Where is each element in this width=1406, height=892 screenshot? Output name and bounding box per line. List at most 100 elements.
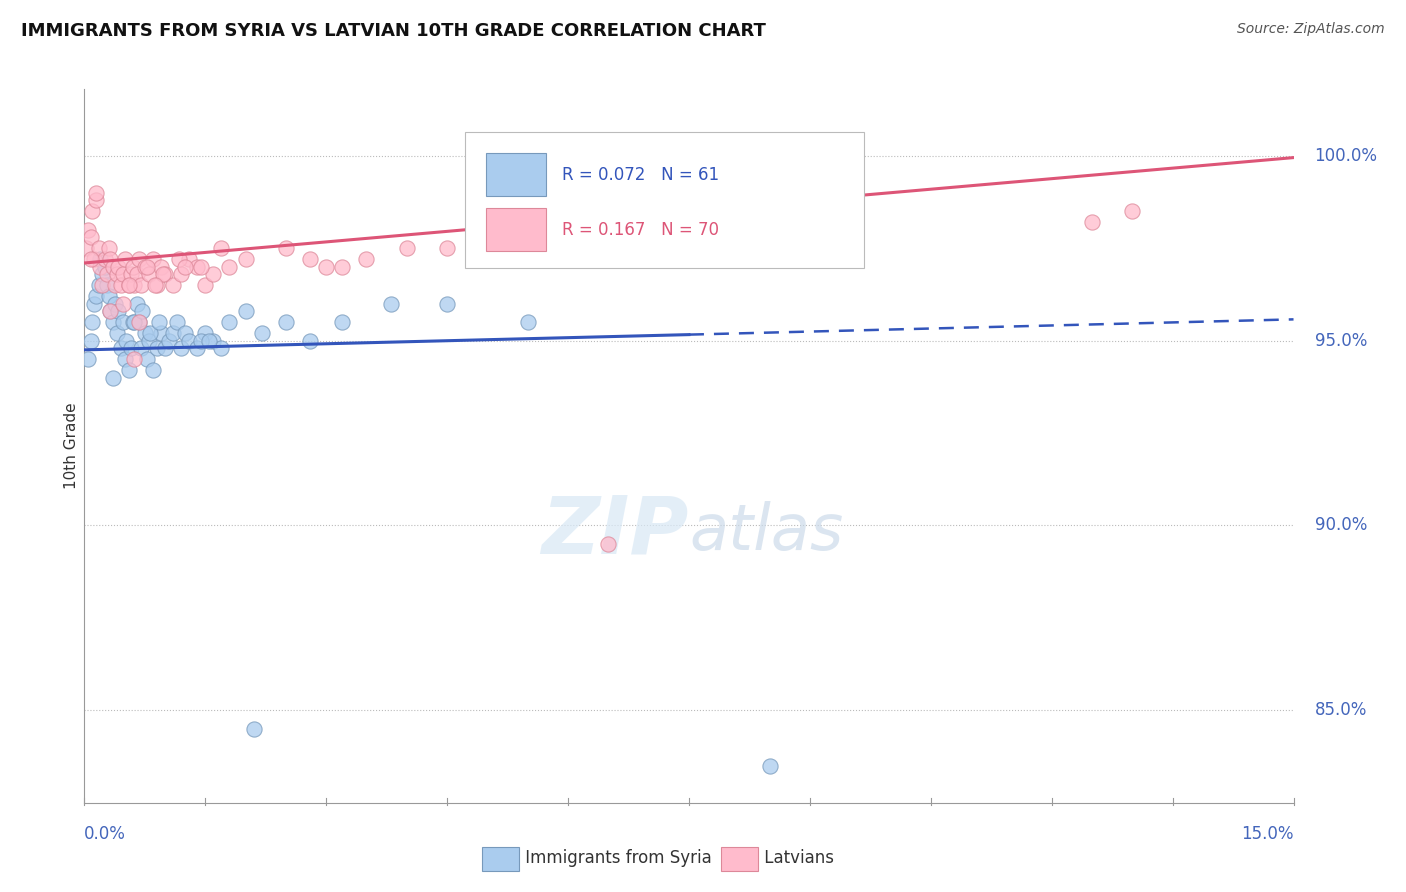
Point: [142, 363, 165, 377]
Point: [112, 296, 135, 310]
Point: [118, 363, 141, 377]
Point: [598, 537, 620, 551]
Point: [138, 334, 160, 348]
Text: ZIP: ZIP: [541, 492, 689, 571]
Point: [149, 260, 172, 274]
Point: [799, 223, 821, 237]
Point: [110, 341, 132, 355]
Point: [153, 341, 176, 355]
Point: [134, 260, 156, 274]
Point: [162, 278, 184, 293]
Point: [395, 241, 418, 255]
Point: [198, 334, 221, 348]
Point: [202, 334, 225, 348]
Point: [83, 296, 105, 310]
Point: [315, 260, 337, 274]
Point: [242, 722, 264, 736]
Point: [218, 260, 240, 274]
Point: [194, 326, 217, 341]
Point: [75, 241, 97, 255]
Point: [91, 278, 114, 293]
Point: [356, 252, 378, 267]
Point: [143, 278, 166, 293]
Point: [129, 278, 152, 293]
Point: [179, 252, 201, 267]
Text: 100.0%: 100.0%: [1315, 147, 1378, 165]
Point: [157, 334, 180, 348]
Point: [149, 326, 172, 341]
Point: [299, 252, 322, 267]
Point: [82, 204, 104, 219]
Point: [124, 278, 146, 293]
Point: [124, 352, 146, 367]
Point: [114, 252, 136, 267]
Point: [209, 341, 232, 355]
FancyBboxPatch shape: [465, 132, 865, 268]
Point: [97, 289, 120, 303]
Point: [235, 304, 257, 318]
Point: [166, 315, 188, 329]
Point: [128, 315, 150, 329]
Point: [118, 278, 141, 293]
Point: [124, 315, 146, 329]
Point: [131, 304, 153, 318]
Point: [174, 260, 197, 274]
Point: [477, 230, 499, 244]
Point: [101, 370, 124, 384]
Point: [209, 241, 232, 255]
Bar: [486, 153, 547, 196]
Point: [134, 326, 156, 341]
Point: [98, 304, 121, 318]
Point: [1121, 204, 1143, 219]
Point: [162, 326, 184, 341]
Point: [77, 352, 100, 367]
Point: [142, 252, 165, 267]
Point: [170, 341, 193, 355]
Point: [93, 252, 115, 267]
Point: [186, 341, 208, 355]
Point: [380, 296, 402, 310]
Point: [436, 241, 458, 255]
Point: [105, 326, 128, 341]
Point: [169, 252, 191, 267]
Point: [107, 304, 129, 318]
Point: [96, 278, 118, 293]
Text: atlas: atlas: [689, 500, 844, 563]
Point: [121, 260, 143, 274]
Point: [98, 252, 121, 267]
Point: [174, 326, 197, 341]
Point: [274, 241, 297, 255]
Point: [136, 352, 159, 367]
Point: [136, 260, 159, 274]
Point: [1081, 215, 1104, 229]
Point: [125, 267, 148, 281]
Point: [80, 334, 103, 348]
Point: [105, 267, 128, 281]
Point: [82, 315, 104, 329]
Point: [86, 289, 108, 303]
Point: [128, 252, 150, 267]
Point: [139, 326, 162, 341]
Point: [104, 296, 127, 310]
Point: [121, 315, 143, 329]
Point: [104, 278, 127, 293]
Point: [235, 252, 257, 267]
Point: [194, 278, 217, 293]
Point: [110, 278, 132, 293]
Text: Source: ZipAtlas.com: Source: ZipAtlas.com: [1237, 22, 1385, 37]
Point: [118, 278, 141, 293]
Point: [93, 260, 115, 274]
Text: 0.0%: 0.0%: [84, 825, 127, 843]
Point: [91, 267, 114, 281]
Point: [170, 267, 193, 281]
Text: R = 0.167   N = 70: R = 0.167 N = 70: [562, 221, 718, 239]
Point: [274, 315, 297, 329]
Point: [758, 759, 780, 773]
Text: 15.0%: 15.0%: [1241, 825, 1294, 843]
Point: [77, 223, 100, 237]
Point: [678, 230, 700, 244]
Point: [112, 315, 135, 329]
Point: [436, 296, 458, 310]
Point: [129, 341, 152, 355]
Point: [125, 296, 148, 310]
